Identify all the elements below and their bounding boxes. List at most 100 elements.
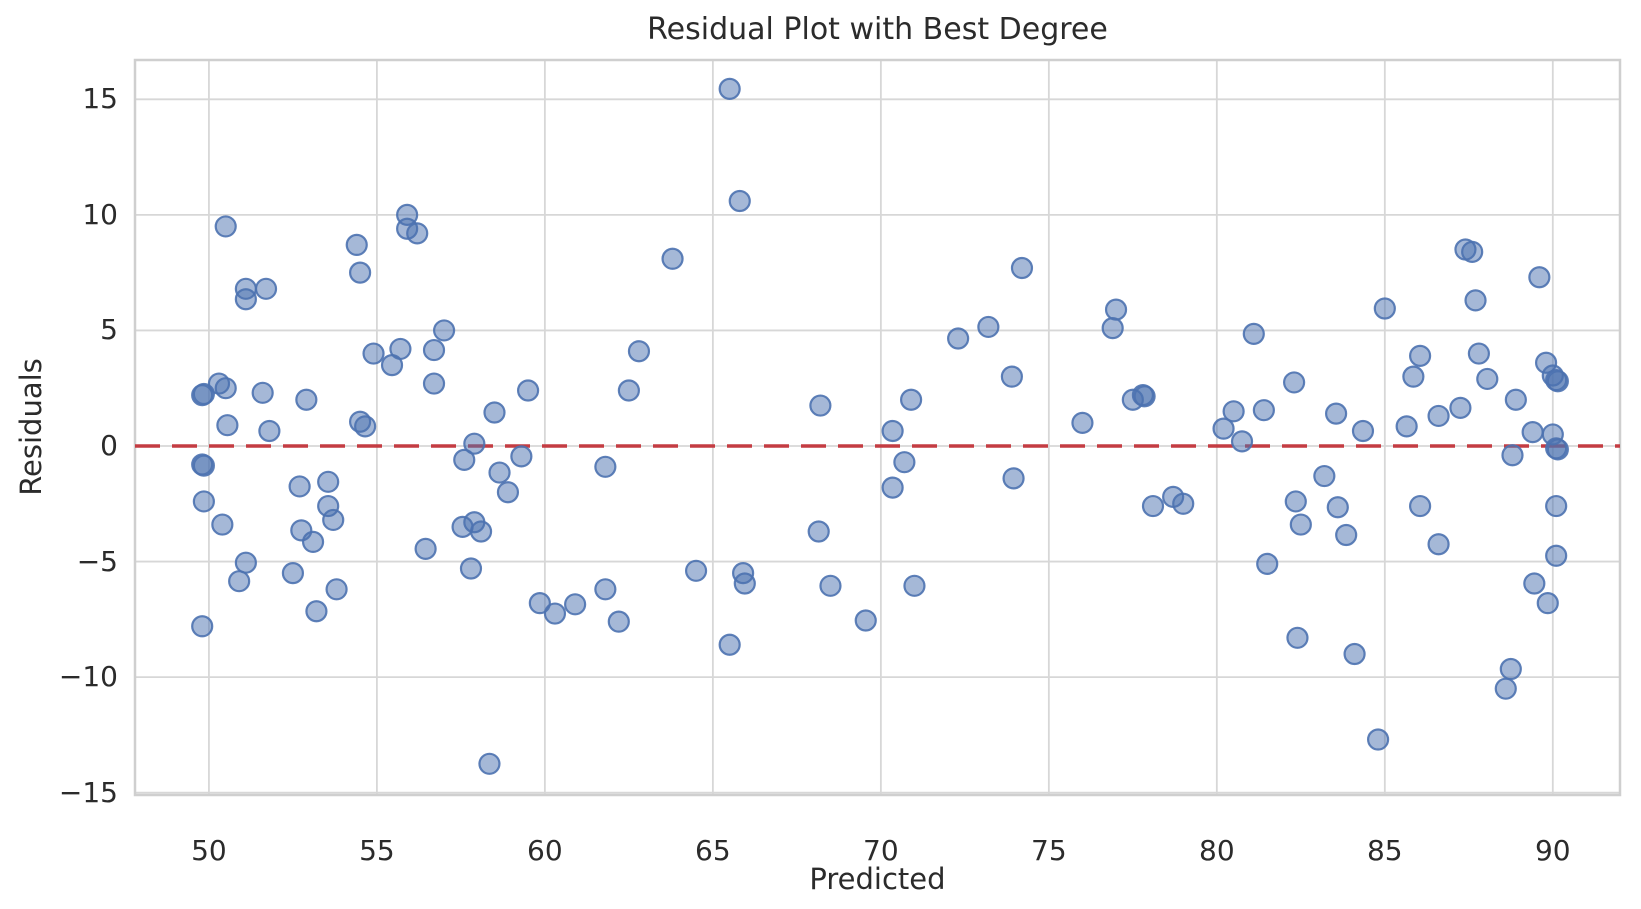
data-point — [854, 609, 877, 632]
data-point — [1373, 297, 1396, 320]
data-point — [1252, 399, 1275, 422]
x-tick-label: 75 — [1031, 834, 1067, 867]
data-point — [354, 415, 377, 438]
data-point — [192, 490, 215, 513]
data-point — [1283, 371, 1306, 394]
data-point — [819, 574, 842, 597]
data-point — [899, 388, 923, 411]
data-point — [192, 382, 215, 406]
data-point — [1476, 367, 1499, 391]
data-point — [1104, 298, 1128, 321]
data-point — [234, 551, 257, 574]
chart-title: Residual Plot with Best Degree — [647, 12, 1108, 47]
data-point — [1408, 344, 1432, 367]
data-point — [214, 215, 237, 238]
data-point — [807, 520, 830, 543]
data-point — [594, 455, 617, 478]
data-point — [301, 530, 325, 554]
data-point — [893, 451, 916, 474]
data-point — [1536, 592, 1559, 615]
data-point — [1325, 402, 1348, 425]
data-point — [281, 562, 305, 585]
data-point — [809, 394, 832, 417]
data-point — [594, 578, 617, 601]
data-point — [1010, 256, 1034, 280]
data-point — [881, 476, 904, 499]
data-point — [1172, 492, 1195, 515]
data-point — [254, 277, 278, 300]
data-point — [1351, 419, 1375, 443]
data-point — [1461, 240, 1484, 263]
data-point — [345, 233, 368, 257]
data-point — [406, 222, 429, 245]
y-tick-label: −15 — [58, 775, 118, 809]
data-point — [1402, 365, 1425, 388]
data-point — [607, 610, 630, 633]
data-point — [1313, 464, 1336, 488]
data-point — [1366, 728, 1390, 751]
y-tick-label: −5 — [76, 544, 118, 578]
data-point — [881, 419, 904, 443]
data-point — [459, 557, 483, 580]
data-point — [1000, 365, 1023, 388]
data-point — [1494, 677, 1517, 700]
x-tick-label: 65 — [695, 834, 731, 867]
data-point — [543, 602, 567, 625]
data-point — [627, 340, 651, 363]
data-point — [422, 338, 446, 362]
y-tick-label: 0 — [100, 428, 118, 462]
data-point — [1133, 385, 1156, 408]
data-point — [1286, 626, 1309, 649]
data-point — [684, 559, 708, 582]
data-point — [1256, 552, 1279, 575]
data-point — [211, 513, 234, 536]
data-point — [1528, 266, 1551, 289]
data-point — [661, 247, 684, 270]
y-tick-label: 15 — [82, 82, 118, 116]
data-point — [1523, 572, 1546, 595]
data-point — [1499, 657, 1522, 681]
x-tick-label: 85 — [1366, 834, 1403, 867]
data-point — [1212, 417, 1235, 440]
data-point — [617, 379, 640, 402]
data-point — [288, 475, 311, 498]
x-tick-label: 50 — [191, 834, 227, 867]
data-point — [1546, 438, 1569, 461]
y-axis-label: Residuals — [14, 358, 48, 496]
data-point — [1284, 490, 1307, 513]
data-point — [305, 600, 328, 623]
data-point — [947, 327, 970, 350]
plot-border — [133, 58, 1622, 797]
x-tick-label: 90 — [1534, 834, 1571, 867]
data-point — [483, 401, 506, 424]
data-point — [1546, 370, 1569, 393]
data-point — [322, 508, 345, 532]
data-point — [1427, 404, 1450, 428]
data-point — [325, 578, 348, 601]
data-point — [1467, 342, 1490, 365]
data-point — [349, 261, 372, 284]
data-point — [516, 379, 540, 402]
data-point — [1427, 533, 1450, 556]
data-point — [295, 388, 318, 411]
data-point — [1289, 513, 1312, 536]
y-tick-label: 10 — [82, 197, 118, 231]
x-tick-label: 70 — [863, 834, 899, 867]
data-point — [977, 315, 1000, 339]
data-point — [478, 752, 501, 775]
data-point — [1326, 496, 1349, 519]
data-point — [1101, 317, 1124, 340]
data-point — [389, 337, 412, 361]
data-point — [214, 377, 237, 400]
data-point — [718, 633, 741, 656]
data-point — [1521, 421, 1544, 444]
data-point — [258, 419, 281, 443]
data-point — [1230, 430, 1254, 453]
data-point — [432, 319, 456, 342]
data-point — [564, 593, 587, 616]
data-point — [191, 615, 214, 638]
data-point — [728, 189, 751, 213]
data-point — [528, 592, 551, 615]
